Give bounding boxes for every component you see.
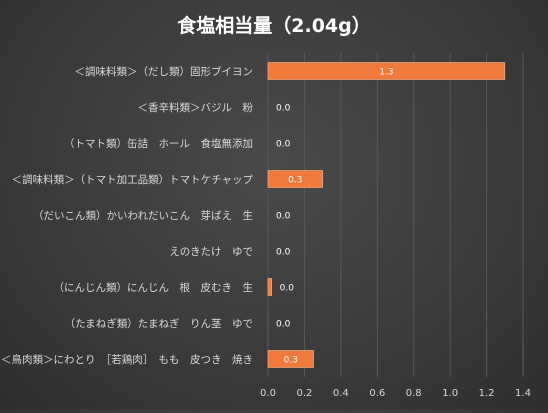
category-label: ＜調味料類＞（トマト加工品類）トマトケチャップ xyxy=(12,173,254,186)
data-label: 0.0 xyxy=(276,320,291,330)
category-label: （だいこん類）かいわれだいこん 芽ばえ 生 xyxy=(33,209,253,222)
x-tick-labels: 0.0 0.2 0.4 0.6 0.8 1.0 1.2 1.4 xyxy=(260,388,531,399)
category-labels: ＜調味料類＞（だし類）固形ブイヨン ＜香辛料類＞バジル 粉 （トマト類）缶詰 ホール… xyxy=(1,65,253,366)
data-label: 0.0 xyxy=(276,212,291,222)
bar xyxy=(267,170,323,188)
category-label: ＜鳥肉類＞にわとり ［若鶏肉］ もも 皮つき 焼き xyxy=(1,353,253,366)
bar xyxy=(267,350,314,368)
category-label: （にんじん類）にんじん 根 皮むき 生 xyxy=(54,281,254,294)
category-label: （たまねぎ類）たまねぎ りん茎 ゆで xyxy=(65,317,253,330)
x-tick-label: 0.0 xyxy=(260,388,276,399)
category-label: ＜香辛料類＞バジル 粉 xyxy=(138,101,254,114)
bar xyxy=(267,278,272,296)
bar-layer: 1.3 0.0 0.0 0.3 0.0 0.0 0.0 0.0 0.3 xyxy=(267,62,506,368)
category-label: ＜調味料類＞（だし類）固形ブイヨン xyxy=(75,65,254,78)
data-label: 0.0 xyxy=(276,140,291,150)
data-label: 0.0 xyxy=(276,104,291,114)
x-tick-label: 0.6 xyxy=(369,388,385,399)
data-label: 1.3 xyxy=(379,68,393,78)
x-tick-label: 0.2 xyxy=(296,388,312,399)
data-label: 0.3 xyxy=(284,356,298,366)
x-tick-label: 1.4 xyxy=(515,388,531,399)
category-label: （トマト類）缶詰 ホール 食塩無添加 xyxy=(64,137,253,150)
x-tick-label: 1.2 xyxy=(479,388,495,399)
chart-title: 食塩相当量（2.04g） xyxy=(177,14,370,37)
grid-layer xyxy=(267,53,524,377)
category-label: えのきたけ ゆで xyxy=(169,246,253,258)
bar xyxy=(267,62,506,80)
data-label: 0.0 xyxy=(280,284,295,294)
x-tick-label: 0.8 xyxy=(406,388,422,399)
data-label: 0.0 xyxy=(276,248,291,258)
x-tick-label: 1.0 xyxy=(442,388,458,399)
data-label: 0.3 xyxy=(288,176,302,186)
x-tick-label: 0.4 xyxy=(333,388,349,399)
